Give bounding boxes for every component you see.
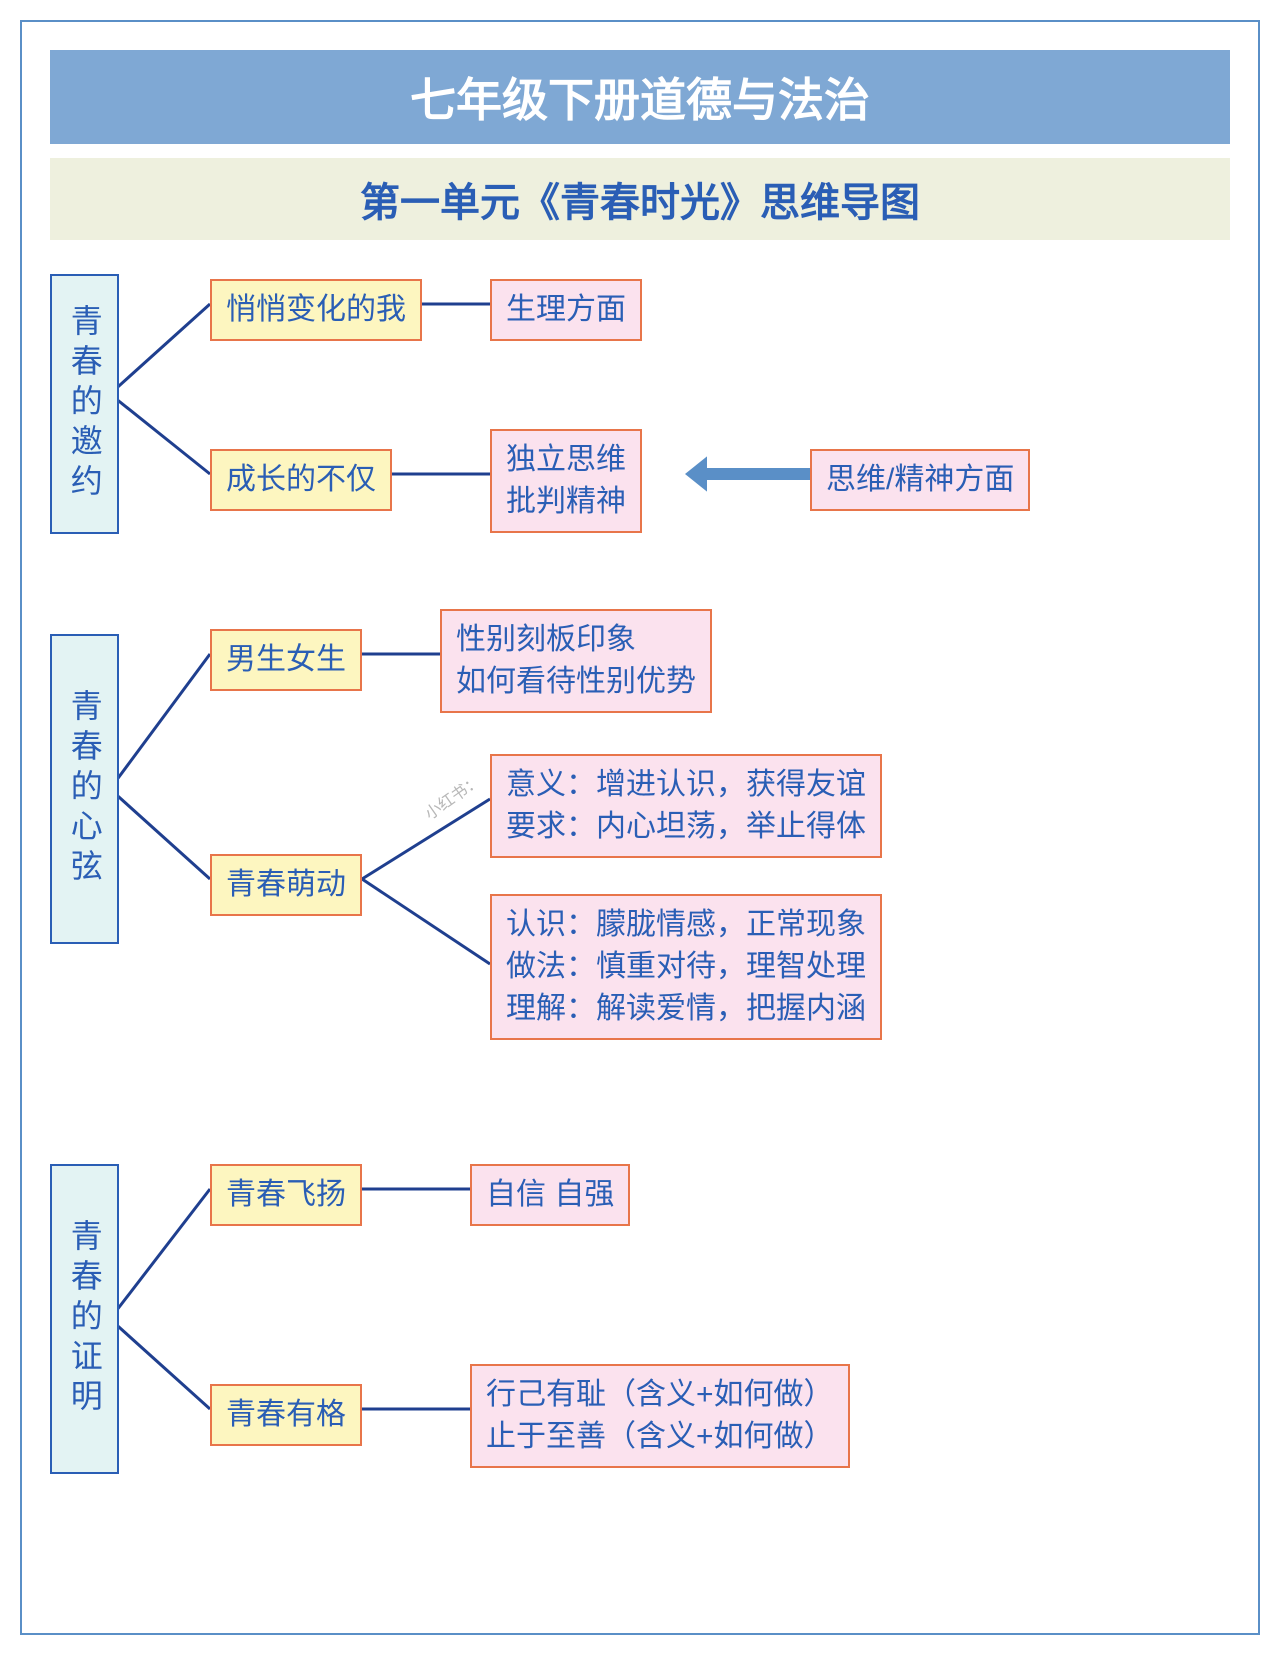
root-node-invitation: 青春的邀约 xyxy=(50,274,119,534)
node-label: 认识：朦胧情感，正常现象 做法：慎重对待，理智处理 理解：解读爱情，把握内涵 xyxy=(506,904,866,1030)
node-label: 性别刻板印象 如何看待性别优势 xyxy=(456,619,696,703)
mindmap-canvas: 青春的邀约 青春的心弦 青春的证明 悄悄变化的我 成长的不仅 男生女生 青春萌动… xyxy=(50,264,1230,1614)
node-label: 自信 自强 xyxy=(486,1174,614,1216)
node-label: 男生女生 xyxy=(226,639,346,681)
branch-growth: 成长的不仅 xyxy=(210,449,392,511)
leaf-physiology: 生理方面 xyxy=(490,279,642,341)
leaf-mental-aspect: 思维/精神方面 xyxy=(810,449,1030,511)
node-label: 思维/精神方面 xyxy=(826,459,1014,501)
node-label: 意义：增进认识，获得友谊 要求：内心坦荡，举止得体 xyxy=(506,764,866,848)
node-label: 青春萌动 xyxy=(226,864,346,906)
root-label: 青春的心弦 xyxy=(62,689,107,889)
root-label: 青春的证明 xyxy=(62,1219,107,1419)
main-title: 七年级下册道德与法治 xyxy=(50,50,1230,144)
node-label: 悄悄变化的我 xyxy=(226,289,406,331)
branch-quiet-change: 悄悄变化的我 xyxy=(210,279,422,341)
branch-boys-girls: 男生女生 xyxy=(210,629,362,691)
node-label: 青春飞扬 xyxy=(226,1174,346,1216)
leaf-gender-stereotype: 性别刻板印象 如何看待性别优势 xyxy=(440,609,712,713)
leaf-recognition-practice: 认识：朦胧情感，正常现象 做法：慎重对待，理智处理 理解：解读爱情，把握内涵 xyxy=(490,894,882,1040)
node-label: 行己有耻（含义+如何做） 止于至善（含义+如何做） xyxy=(486,1374,834,1458)
branch-youth-character: 青春有格 xyxy=(210,1384,362,1446)
diagram-frame: 七年级下册道德与法治 第一单元《青春时光》思维导图 青春的邀约 青春的心弦 青春… xyxy=(20,20,1260,1635)
leaf-meaning-requirement: 意义：增进认识，获得友谊 要求：内心坦荡，举止得体 xyxy=(490,754,882,858)
watermark-text: 小红书： xyxy=(422,773,484,824)
subtitle: 第一单元《青春时光》思维导图 xyxy=(50,158,1230,240)
node-label: 生理方面 xyxy=(506,289,626,331)
leaf-conduct: 行己有耻（含义+如何做） 止于至善（含义+如何做） xyxy=(470,1364,850,1468)
watermark: 小红书： xyxy=(419,768,485,824)
leaf-independent-thinking: 独立思维 批判精神 xyxy=(490,429,642,533)
node-label: 青春有格 xyxy=(226,1394,346,1436)
node-label: 独立思维 批判精神 xyxy=(506,439,626,523)
node-label: 成长的不仅 xyxy=(226,459,376,501)
leaf-confidence: 自信 自强 xyxy=(470,1164,630,1226)
branch-youth-soaring: 青春飞扬 xyxy=(210,1164,362,1226)
root-node-proof: 青春的证明 xyxy=(50,1164,119,1474)
branch-youth-stirring: 青春萌动 xyxy=(210,854,362,916)
root-label: 青春的邀约 xyxy=(62,304,107,504)
root-node-heartstrings: 青春的心弦 xyxy=(50,634,119,944)
